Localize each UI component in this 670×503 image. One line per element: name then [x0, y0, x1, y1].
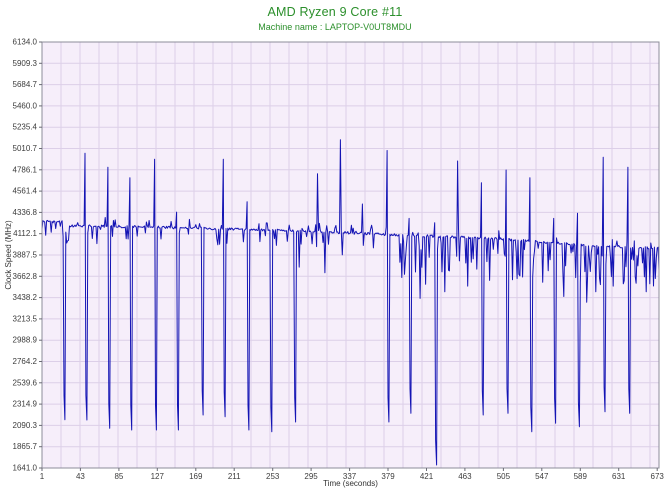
y-tick-label: 5460.0: [13, 101, 38, 110]
y-tick-label: 3887.5: [13, 251, 38, 260]
x-tick-label: 547: [535, 472, 549, 481]
x-tick-label: 589: [574, 472, 588, 481]
y-tick-label: 2090.3: [13, 421, 38, 430]
x-tick-label: 169: [189, 472, 203, 481]
y-tick-label: 6134.0: [13, 38, 38, 47]
clock-speed-series: [41, 139, 660, 466]
x-tick-label: 463: [458, 472, 472, 481]
x-tick-label: 1: [40, 472, 45, 481]
x-tick-label: 505: [497, 472, 511, 481]
y-tick-label: 5909.3: [13, 59, 38, 68]
x-tick-label: 127: [151, 472, 165, 481]
y-tick-label: 3213.5: [13, 314, 38, 323]
x-tick-label: 421: [420, 472, 434, 481]
x-tick-label: 85: [114, 472, 123, 481]
y-tick-label: 2764.2: [13, 357, 38, 366]
y-tick-label: 2314.9: [13, 400, 38, 409]
y-tick-label: 1865.7: [13, 442, 38, 451]
y-tick-label: 1641.0: [13, 464, 38, 473]
y-tick-label: 5684.7: [13, 80, 38, 89]
y-tick-label: 4112.1: [13, 229, 37, 238]
x-tick-label: 673: [651, 472, 665, 481]
x-tick-label: 211: [228, 472, 241, 481]
chart-title: AMD Ryzen 9 Core #11: [267, 5, 403, 19]
x-axis-ticks: 1 43 85 127 169 211 253 295 337 379 421 463 505 547 58…: [40, 468, 665, 481]
chart-subtitle: Machine name : LAPTOP-V0UT8MDU: [258, 22, 412, 32]
y-tick-label: 5235.4: [13, 123, 38, 132]
x-tick-label: 631: [612, 472, 626, 481]
x-tick-label: 379: [381, 472, 395, 481]
y-tick-label: 4561.4: [13, 187, 38, 196]
y-tick-label: 4786.1: [13, 165, 38, 174]
y-tick-label: 3662.8: [13, 272, 38, 281]
x-axis-title: Time (seconds): [323, 479, 378, 488]
x-tick-label: 43: [76, 472, 85, 481]
y-tick-label: 2988.9: [13, 336, 38, 345]
y-tick-label: 5010.7: [13, 144, 38, 153]
y-tick-label: 4336.8: [13, 208, 38, 217]
y-tick-label: 3438.2: [13, 293, 38, 302]
x-tick-label: 295: [304, 472, 318, 481]
x-tick-label: 337: [343, 472, 357, 481]
y-axis-ticks: 6134.0 5909.3 5684.7 5460.0 5235.4 5010.7 4786…: [13, 38, 42, 473]
y-tick-label: 2539.6: [13, 378, 38, 387]
x-tick-label: 253: [266, 472, 280, 481]
